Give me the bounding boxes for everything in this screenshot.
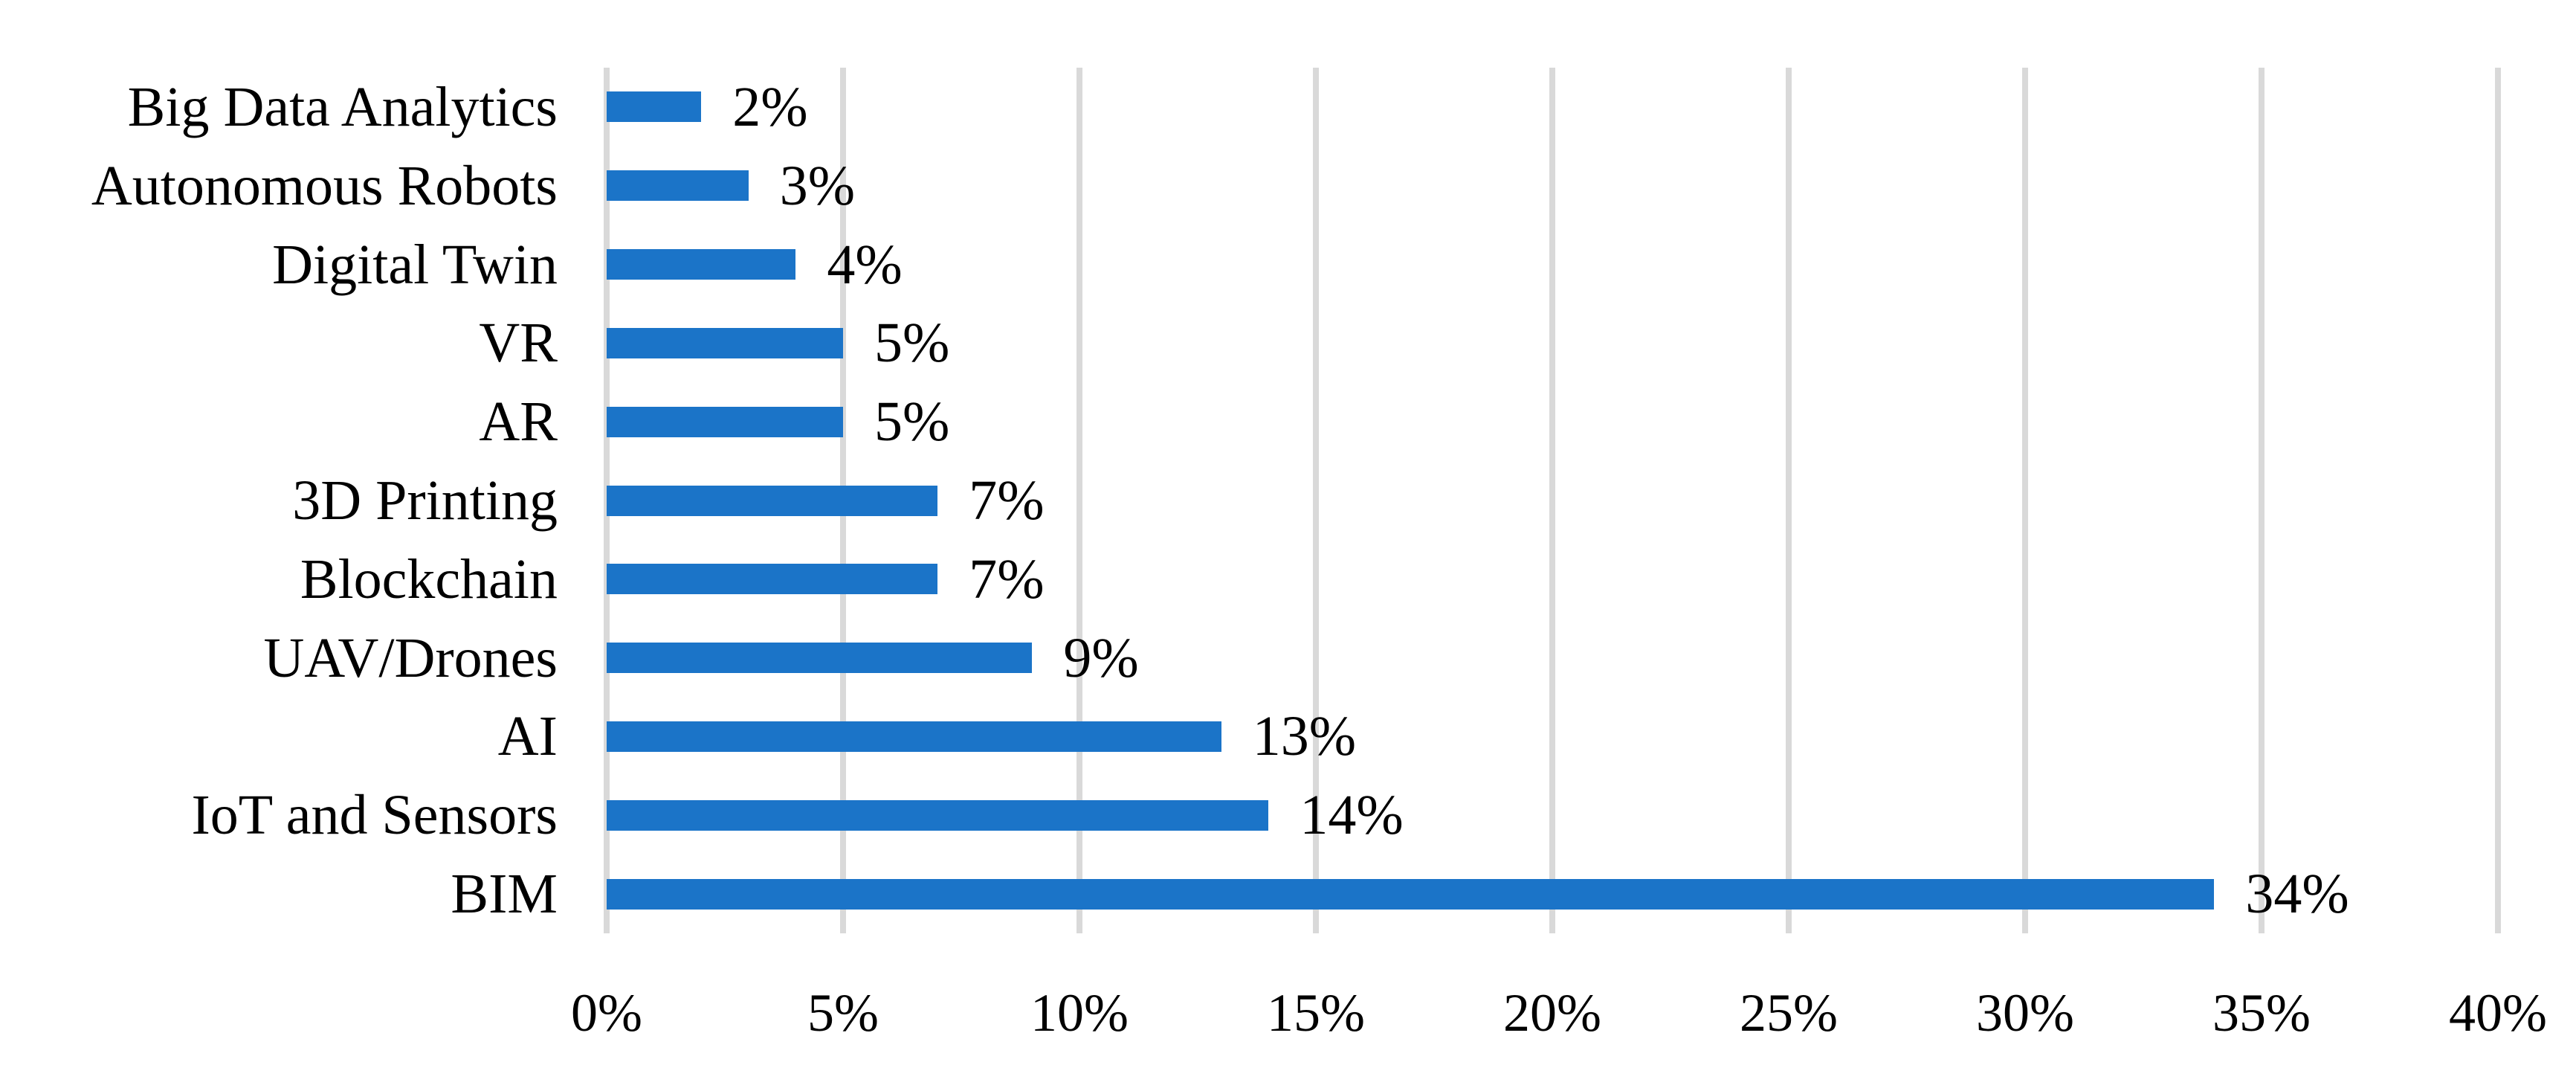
x-tick-label: 35% — [2212, 983, 2311, 1043]
x-tick-label: 10% — [1030, 983, 1129, 1043]
gridline-20% — [1549, 68, 1555, 933]
category-label: Blockchain — [300, 547, 558, 611]
gridline-30% — [2022, 68, 2028, 933]
category-label: 3D Printing — [292, 469, 558, 532]
bar-value-label: 7% — [969, 547, 1045, 611]
bar-vr — [607, 327, 843, 358]
bar-value-label: 34% — [2245, 863, 2349, 926]
x-tick-label: 0% — [571, 983, 642, 1043]
bar-value-label: 9% — [1063, 626, 1139, 689]
bar-ar — [607, 406, 843, 437]
bar-value-label: 13% — [1252, 705, 1357, 768]
plot-area — [604, 68, 2501, 933]
bar-value-label: 5% — [874, 312, 950, 375]
x-tick-label: 5% — [807, 983, 879, 1043]
category-label: AR — [479, 390, 558, 454]
x-tick-label: 25% — [1740, 983, 1838, 1043]
category-label: IoT and Sensors — [191, 784, 558, 847]
bar-big-data-analytics — [607, 91, 702, 123]
bar-value-label: 14% — [1300, 784, 1404, 847]
bar-value-label: 3% — [779, 154, 856, 217]
gridline-40% — [2495, 68, 2501, 933]
bar-bim — [607, 878, 2215, 910]
gridline-15% — [1313, 68, 1319, 933]
x-tick-label: 15% — [1267, 983, 1365, 1043]
category-label: AI — [497, 705, 558, 768]
bar-autonomous-robots — [607, 170, 749, 202]
category-label: Autonomous Robots — [91, 154, 558, 217]
category-label: BIM — [451, 863, 558, 926]
bar-iot-and-sensors — [607, 799, 1269, 831]
bar-value-label: 2% — [732, 75, 808, 138]
bar-value-label: 5% — [874, 390, 950, 454]
bar-3d-printing — [607, 485, 938, 516]
bar-uav-drones — [607, 643, 1033, 674]
bar-ai — [607, 721, 1221, 752]
gridline-25% — [1786, 68, 1792, 933]
x-tick-label: 30% — [1976, 983, 2074, 1043]
bar-value-label: 7% — [969, 469, 1045, 532]
bar-value-label: 4% — [827, 233, 903, 296]
category-label: UAV/Drones — [263, 626, 558, 689]
bar-digital-twin — [607, 249, 796, 280]
category-label: Big Data Analytics — [127, 75, 558, 138]
x-tick-label: 40% — [2449, 983, 2547, 1043]
gridline-35% — [2259, 68, 2265, 933]
bar-blockchain — [607, 564, 938, 595]
category-label: VR — [479, 312, 558, 375]
gridline-10% — [1076, 68, 1082, 933]
category-label: Digital Twin — [272, 233, 558, 296]
x-tick-label: 20% — [1503, 983, 1601, 1043]
